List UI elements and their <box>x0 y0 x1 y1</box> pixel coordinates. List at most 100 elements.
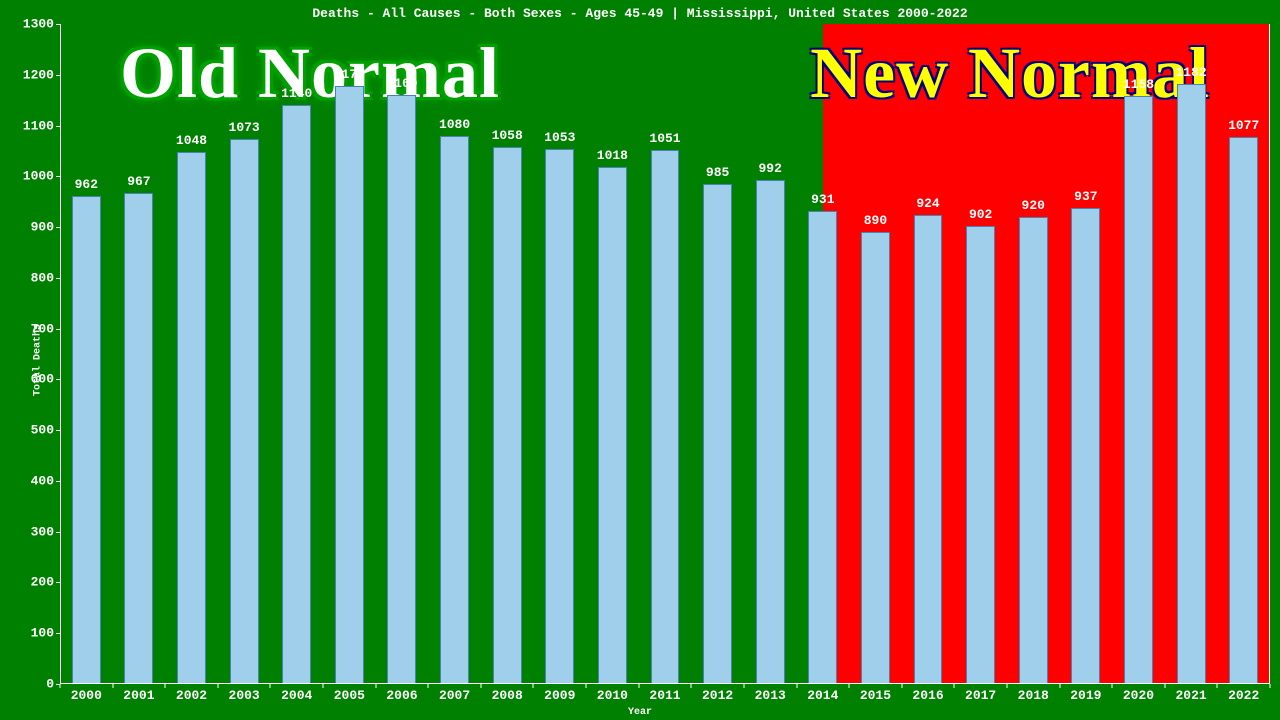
x-tick-label: 2018 <box>1018 684 1049 703</box>
x-axis-label: Year <box>0 707 1280 718</box>
x-tick-label: 2016 <box>912 684 943 703</box>
plot-area: 0100200300400500600700800900100011001200… <box>60 24 1270 684</box>
y-tick-label: 100 <box>10 626 60 641</box>
bar-value-label: 931 <box>811 192 834 207</box>
x-tick-label: 2011 <box>649 684 680 703</box>
bar <box>966 226 995 684</box>
bar-value-label: 1160 <box>386 76 417 91</box>
right-axis-line <box>1269 24 1270 684</box>
bar <box>282 105 311 684</box>
y-tick-label: 1200 <box>10 67 60 82</box>
x-tick-label: 2021 <box>1175 684 1206 703</box>
x-tick-mark <box>1270 684 1271 688</box>
x-tick-mark <box>691 684 692 688</box>
x-axis-line <box>60 683 1270 684</box>
bar-value-label: 1073 <box>229 120 260 135</box>
x-tick-mark <box>743 684 744 688</box>
bar <box>72 196 101 684</box>
y-tick-label: 300 <box>10 524 60 539</box>
x-tick-label: 2012 <box>702 684 733 703</box>
x-tick-label: 2022 <box>1228 684 1259 703</box>
bar <box>914 215 943 684</box>
x-tick-mark <box>638 684 639 688</box>
bar <box>861 232 890 684</box>
bar <box>1019 217 1048 684</box>
y-tick-label: 500 <box>10 423 60 438</box>
bar-value-label: 1018 <box>597 148 628 163</box>
bar <box>1177 84 1206 684</box>
x-tick-label: 2005 <box>334 684 365 703</box>
chart-title: Deaths - All Causes - Both Sexes - Ages … <box>0 6 1280 21</box>
bar <box>756 180 785 684</box>
y-tick-label: 1100 <box>10 118 60 133</box>
x-tick-label: 2004 <box>281 684 312 703</box>
x-tick-mark <box>60 684 61 688</box>
bar-value-label: 992 <box>759 161 782 176</box>
y-tick-label: 0 <box>10 677 60 692</box>
y-tick-label: 800 <box>10 270 60 285</box>
x-tick-mark <box>270 684 271 688</box>
bar <box>335 86 364 684</box>
bar <box>703 184 732 684</box>
bar-value-label: 920 <box>1022 198 1045 213</box>
x-tick-mark <box>112 684 113 688</box>
x-tick-label: 2002 <box>176 684 207 703</box>
bar-value-label: 924 <box>916 196 939 211</box>
bar <box>230 139 259 684</box>
bar <box>124 193 153 684</box>
bar <box>1229 137 1258 684</box>
bar <box>651 150 680 684</box>
bar-value-label: 1058 <box>492 128 523 143</box>
x-tick-mark <box>849 684 850 688</box>
bar-value-label: 1053 <box>544 130 575 145</box>
x-tick-label: 2006 <box>386 684 417 703</box>
bar-value-label: 937 <box>1074 189 1097 204</box>
bar <box>1124 96 1153 684</box>
x-tick-label: 2009 <box>544 684 575 703</box>
x-tick-label: 2019 <box>1070 684 1101 703</box>
x-tick-label: 2007 <box>439 684 470 703</box>
x-tick-mark <box>1006 684 1007 688</box>
bar-value-label: 1051 <box>649 131 680 146</box>
y-axis-line <box>60 24 61 684</box>
x-tick-label: 2020 <box>1123 684 1154 703</box>
x-tick-mark <box>217 684 218 688</box>
x-tick-mark <box>1112 684 1113 688</box>
x-tick-mark <box>1217 684 1218 688</box>
x-tick-label: 2013 <box>755 684 786 703</box>
bar <box>545 149 574 684</box>
x-tick-label: 2015 <box>860 684 891 703</box>
bar <box>440 136 469 684</box>
bar-value-label: 890 <box>864 213 887 228</box>
x-tick-mark <box>533 684 534 688</box>
y-tick-label: 400 <box>10 473 60 488</box>
bar <box>1071 208 1100 684</box>
bar <box>598 167 627 684</box>
y-tick-label: 900 <box>10 220 60 235</box>
bar-value-label: 1048 <box>176 133 207 148</box>
x-tick-mark <box>375 684 376 688</box>
x-tick-mark <box>165 684 166 688</box>
bar <box>493 147 522 684</box>
x-tick-label: 2001 <box>123 684 154 703</box>
x-tick-mark <box>586 684 587 688</box>
bar-value-label: 1080 <box>439 117 470 132</box>
x-tick-mark <box>954 684 955 688</box>
x-tick-mark <box>323 684 324 688</box>
x-tick-mark <box>480 684 481 688</box>
x-tick-label: 2008 <box>492 684 523 703</box>
bar-value-label: 1158 <box>1123 77 1154 92</box>
x-tick-mark <box>1059 684 1060 688</box>
bar-value-label: 962 <box>75 177 98 192</box>
bar <box>177 152 206 684</box>
y-tick-label: 1000 <box>10 169 60 184</box>
bar-value-label: 902 <box>969 207 992 222</box>
x-tick-mark <box>428 684 429 688</box>
x-tick-mark <box>901 684 902 688</box>
y-axis-label: Total Deaths <box>33 324 44 396</box>
x-tick-label: 2000 <box>71 684 102 703</box>
y-tick-label: 200 <box>10 575 60 590</box>
x-tick-label: 2010 <box>597 684 628 703</box>
bar-value-label: 1140 <box>281 86 312 101</box>
x-tick-mark <box>1164 684 1165 688</box>
